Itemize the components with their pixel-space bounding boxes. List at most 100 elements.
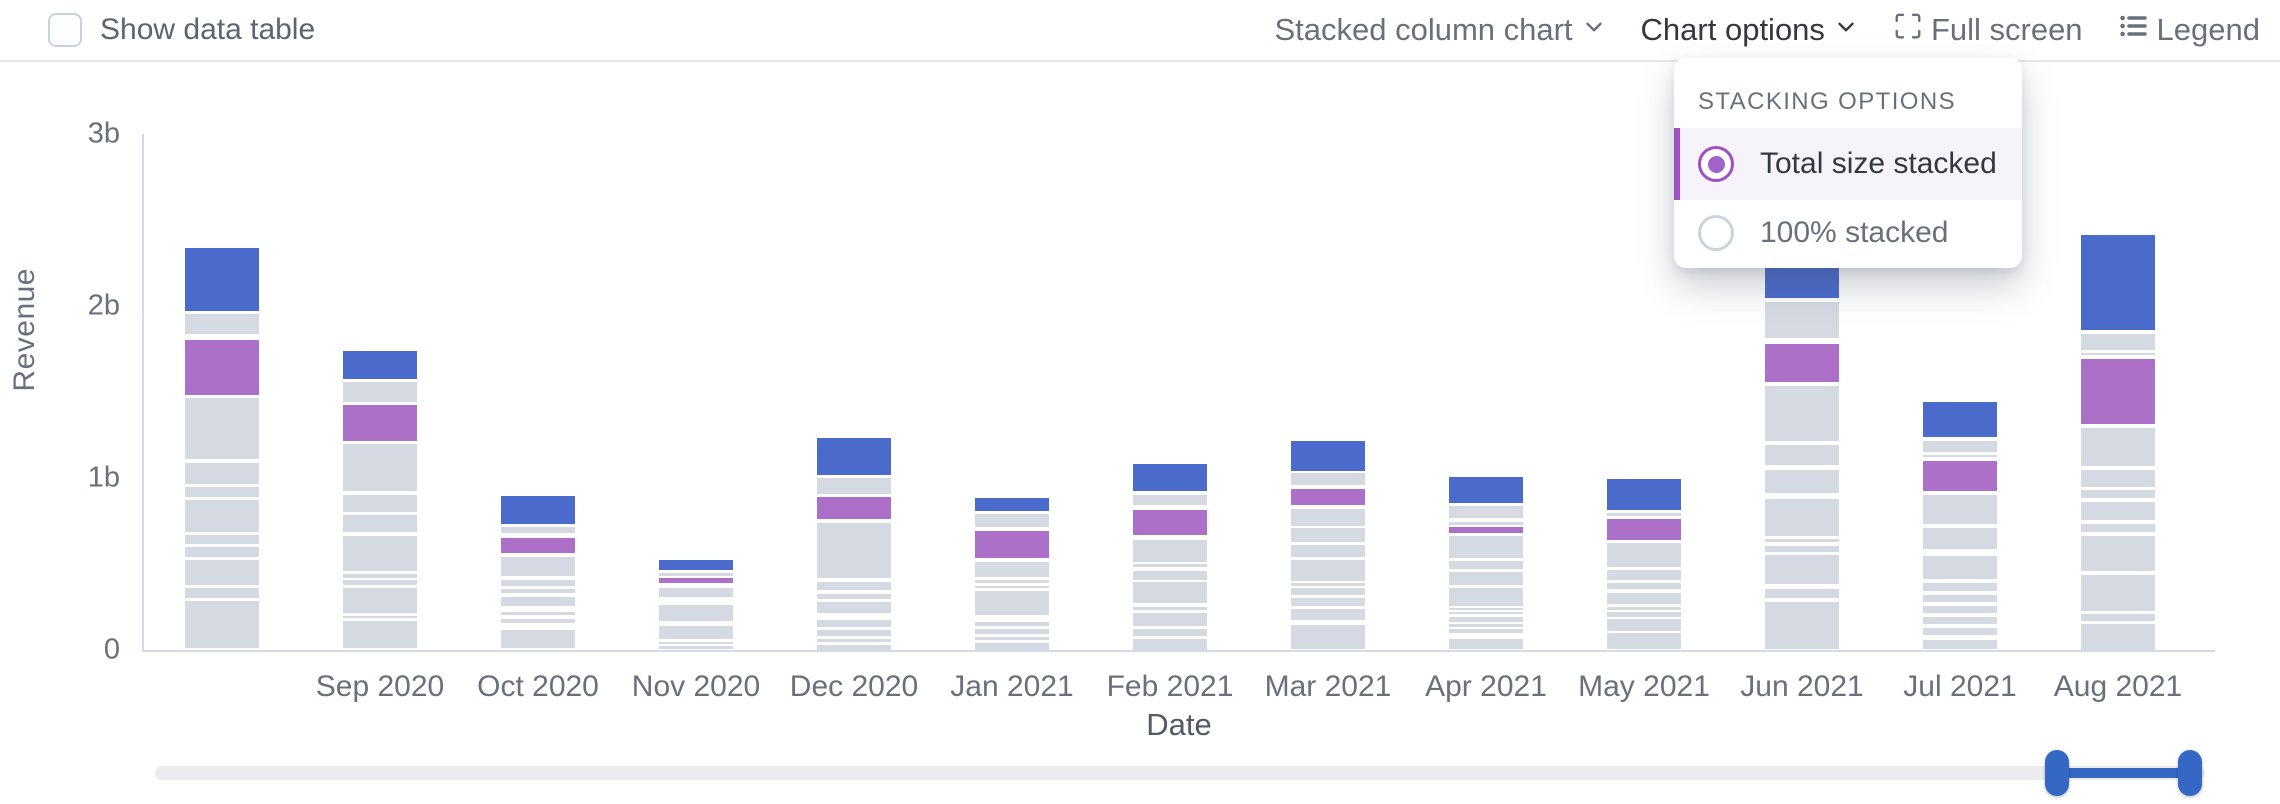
slider-handle-left[interactable] bbox=[2045, 750, 2069, 796]
bar-segment[interactable] bbox=[501, 630, 575, 648]
bar-segment[interactable] bbox=[2081, 535, 2155, 572]
bar-segment[interactable] bbox=[343, 351, 417, 379]
bar-segment[interactable] bbox=[2081, 469, 2155, 487]
bar-segment[interactable] bbox=[817, 644, 891, 650]
bar-segment[interactable] bbox=[659, 646, 733, 649]
bar-segment[interactable] bbox=[501, 538, 575, 553]
bar-segment[interactable] bbox=[975, 637, 1049, 641]
time-range-slider-track[interactable] bbox=[155, 766, 2205, 780]
bar-segment[interactable] bbox=[343, 382, 417, 402]
show-data-table-checkbox[interactable] bbox=[48, 13, 82, 47]
bar-segment[interactable] bbox=[343, 535, 417, 572]
bar-segment[interactable] bbox=[1765, 545, 1839, 552]
bar-segment[interactable] bbox=[817, 438, 891, 476]
bar-segment[interactable] bbox=[185, 600, 259, 648]
bar-segment[interactable] bbox=[659, 641, 733, 644]
bar-segment[interactable] bbox=[1607, 619, 1681, 631]
bar-segment[interactable] bbox=[501, 556, 575, 577]
bar-segment[interactable] bbox=[501, 588, 575, 594]
bar-segment[interactable] bbox=[1291, 588, 1365, 595]
bar-segment[interactable] bbox=[1765, 588, 1839, 599]
bar-segment[interactable] bbox=[1133, 613, 1207, 626]
bar-segment[interactable] bbox=[2081, 358, 2155, 424]
bar-segment[interactable] bbox=[659, 588, 733, 598]
bar-segment[interactable] bbox=[501, 579, 575, 586]
bar-segment[interactable] bbox=[975, 579, 1049, 583]
bar-segment[interactable] bbox=[817, 602, 891, 613]
bar-segment[interactable] bbox=[817, 638, 891, 643]
bar-segment[interactable] bbox=[975, 530, 1049, 559]
bar-segment[interactable] bbox=[1765, 302, 1839, 338]
stacking-option-total-size-stacked[interactable]: Total size stacked bbox=[1674, 128, 2022, 200]
bar-segment[interactable] bbox=[1923, 605, 1997, 613]
bar-segment[interactable] bbox=[1765, 602, 1839, 649]
bar-segment[interactable] bbox=[659, 625, 733, 639]
bar-segment[interactable] bbox=[185, 546, 259, 557]
bar-segment[interactable] bbox=[1923, 528, 1997, 550]
bar-segment[interactable] bbox=[1133, 607, 1207, 610]
bar-segment[interactable] bbox=[185, 314, 259, 335]
bar-segment[interactable] bbox=[1291, 625, 1365, 650]
bar-segment[interactable] bbox=[1449, 616, 1523, 622]
stacking-option-100-stacked[interactable]: 100% stacked bbox=[1674, 200, 2022, 266]
bar-segment[interactable] bbox=[975, 585, 1049, 589]
bar-segment[interactable] bbox=[975, 591, 1049, 616]
bar-segment[interactable] bbox=[1765, 385, 1839, 441]
bar-segment[interactable] bbox=[1291, 441, 1365, 471]
bar-segment[interactable] bbox=[1607, 582, 1681, 590]
bar-segment[interactable] bbox=[1765, 344, 1839, 382]
bar-segment[interactable] bbox=[343, 443, 417, 492]
bar-segment[interactable] bbox=[1607, 607, 1681, 610]
bar-segment[interactable] bbox=[1133, 463, 1207, 492]
bar-segment[interactable] bbox=[1449, 608, 1523, 611]
bar-segment[interactable] bbox=[1133, 495, 1207, 506]
bar-segment[interactable] bbox=[1923, 627, 1997, 636]
bar-segment[interactable] bbox=[1133, 564, 1207, 567]
bar-segment[interactable] bbox=[817, 581, 891, 591]
bar-segment[interactable] bbox=[2081, 575, 2155, 611]
bar-segment[interactable] bbox=[975, 513, 1049, 527]
bar-segment[interactable] bbox=[1449, 588, 1523, 606]
bar-segment[interactable] bbox=[501, 597, 575, 606]
bar-segment[interactable] bbox=[1291, 508, 1365, 526]
bar-segment[interactable] bbox=[1133, 539, 1207, 562]
bar-segment[interactable] bbox=[1765, 539, 1839, 542]
bar-segment[interactable] bbox=[659, 577, 733, 583]
bar-segment[interactable] bbox=[817, 496, 891, 519]
chart-type-dropdown[interactable]: Stacked column chart bbox=[1274, 12, 1606, 48]
bar-segment[interactable] bbox=[975, 643, 1049, 650]
bar-segment[interactable] bbox=[1765, 555, 1839, 584]
bar-segment[interactable] bbox=[343, 579, 417, 585]
bar-segment[interactable] bbox=[817, 619, 891, 627]
bar-segment[interactable] bbox=[1449, 572, 1523, 585]
bar-segment[interactable] bbox=[1923, 495, 1997, 524]
chart-options-dropdown[interactable]: Chart options bbox=[1641, 12, 1859, 48]
bar-segment[interactable] bbox=[659, 572, 733, 577]
bar-segment[interactable] bbox=[2081, 490, 2155, 498]
bar-segment[interactable] bbox=[2081, 352, 2155, 356]
bar-segment[interactable] bbox=[1923, 460, 1997, 492]
bar-segment[interactable] bbox=[1607, 519, 1681, 540]
bar-segment[interactable] bbox=[1449, 522, 1523, 525]
bar-segment[interactable] bbox=[1607, 633, 1681, 650]
bar-segment[interactable] bbox=[1765, 445, 1839, 465]
bar-segment[interactable] bbox=[1291, 545, 1365, 557]
bar-segment[interactable] bbox=[817, 630, 891, 636]
bar-segment[interactable] bbox=[1133, 582, 1207, 604]
bar-segment[interactable] bbox=[1449, 526, 1523, 534]
bar-segment[interactable] bbox=[185, 560, 259, 585]
bar-segment[interactable] bbox=[2081, 624, 2155, 650]
bar-segment[interactable] bbox=[975, 497, 1049, 511]
bar-segment[interactable] bbox=[1133, 628, 1207, 637]
bar-segment[interactable] bbox=[1923, 401, 1997, 438]
bar-segment[interactable] bbox=[343, 620, 417, 648]
bar-segment[interactable] bbox=[185, 248, 259, 311]
bar-segment[interactable] bbox=[1291, 560, 1365, 581]
bar-segment[interactable] bbox=[501, 619, 575, 623]
bar-segment[interactable] bbox=[2081, 502, 2155, 520]
bar-segment[interactable] bbox=[185, 340, 259, 395]
bar-segment[interactable] bbox=[1923, 594, 1997, 602]
bar-segment[interactable] bbox=[2081, 427, 2155, 466]
bar-segment[interactable] bbox=[1291, 473, 1365, 485]
bar-segment[interactable] bbox=[501, 527, 575, 534]
